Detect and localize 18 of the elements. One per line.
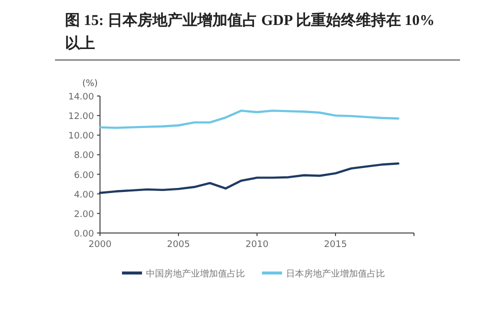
legend-label: 中国房地产业增加值占比 [146, 268, 245, 280]
y-tick-label: 4.00 [74, 190, 94, 200]
x-tick-label: 2015 [324, 240, 347, 250]
line-series [98, 110, 400, 129]
chart-title: 图 15: 日本房地产业增加值占 GDP 比重始终维持在 10% 以上 [65, 11, 435, 52]
x-tick-label: 2000 [88, 240, 112, 250]
y-tick-label: 10.00 [68, 132, 94, 142]
legend-label: 日本房地产业增加值占比 [286, 268, 385, 280]
y-tick-label: 2.00 [74, 210, 94, 220]
x-tick-label: 2010 [246, 240, 269, 250]
y-tick-label: 14.00 [68, 92, 94, 102]
y-tick-label: 8.00 [74, 151, 94, 162]
y-tick-label: 12.00 [68, 112, 94, 122]
y-tick-label: 0.00 [74, 230, 94, 240]
line-series [98, 162, 400, 194]
y-axis-title: (%) [82, 79, 98, 89]
y-tick-label: 6.00 [74, 170, 94, 181]
x-tick-label: 2005 [167, 240, 190, 250]
